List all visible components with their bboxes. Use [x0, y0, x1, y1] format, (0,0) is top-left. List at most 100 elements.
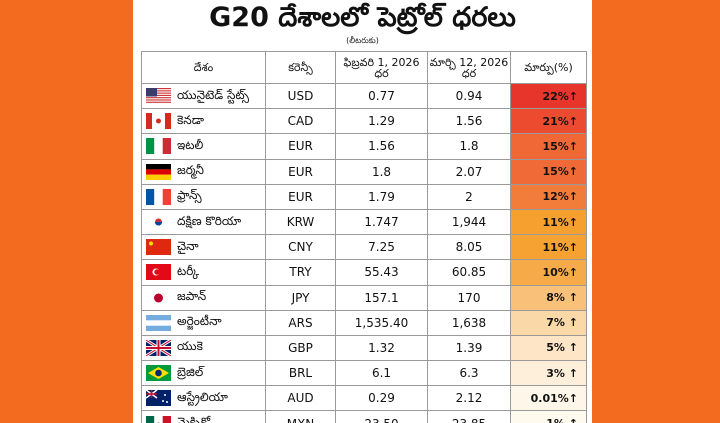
mar-price-cell: 1.39: [427, 334, 511, 362]
infographic-panel: G20 దేశాలలో పెట్రోల్ ధరలు (లీటరుకు) దేశం…: [133, 0, 592, 423]
country-name: అర్జెంటీనా: [177, 314, 222, 329]
mar-price-cell: 2: [427, 183, 511, 210]
table-row: టర్కీ TRY 55.43 60.85 10%↑: [141, 259, 587, 286]
change-cell: 3% ↑: [510, 360, 587, 387]
mar-price-cell: 1.8: [427, 133, 511, 160]
change-cell: 0.01%↑: [510, 385, 587, 412]
change-cell: 15%↑: [510, 158, 587, 185]
country-cell: దక్షిణ కొరియా: [141, 208, 266, 236]
header-feb-price: ఫిబ్రవరి 1, 2026 ధర: [335, 51, 428, 84]
table-row: జర్మనీ EUR 1.8 2.07 15%↑: [141, 158, 587, 185]
mar-price-cell: 170: [427, 284, 511, 311]
feb-price-cell: 55.43: [335, 259, 428, 286]
table-row: ఫ్రాన్స్ EUR 1.79 2 12%↑: [141, 183, 587, 210]
change-cell: 15%↑: [510, 133, 587, 160]
table-row: జపాన్ JPY 157.1 170 8% ↑: [141, 284, 587, 311]
feb-price-cell: 7.25: [335, 234, 428, 261]
petrol-price-table: దేశం కరెన్సీ ఫిబ్రవరి 1, 2026 ధర మార్చి …: [141, 51, 587, 423]
br-flag-icon: [146, 365, 171, 382]
header-mar-price: మార్చి 12, 2026 ధర: [427, 51, 511, 84]
country-name: యుకె: [177, 339, 203, 354]
country-cell: టర్కీ: [141, 259, 266, 286]
mar-price-cell: 23.85: [427, 410, 511, 423]
country-name: ఫ్రాన్స్: [177, 188, 202, 203]
tr-flag-icon: [146, 264, 171, 281]
feb-price-cell: 0.29: [335, 385, 428, 412]
mar-price-cell: 1,944: [427, 208, 511, 236]
country-cell: ఇటలీ: [141, 133, 266, 160]
table-row: మెక్సికో MXN 23.50 23.85 1% ↑: [141, 410, 587, 423]
page-title: G20 దేశాలలో పెట్రోల్ ధరలు: [209, 2, 516, 33]
mar-price-cell: 1.56: [427, 108, 511, 135]
feb-price-cell: 1.79: [335, 183, 428, 210]
country-name: టర్కీ: [177, 263, 200, 278]
table-row: అర్జెంటీనా ARS 1,535.40 1,638 7% ↑: [141, 309, 587, 336]
country-name: ఇటలీ: [177, 137, 204, 152]
feb-price-cell: 6.1: [335, 360, 428, 387]
header-currency: కరెన్సీ: [265, 51, 336, 84]
change-cell: 1% ↑: [510, 410, 587, 423]
table-row: ఇటలీ EUR 1.56 1.8 15%↑: [141, 133, 587, 160]
currency-cell: JPY: [265, 284, 336, 311]
mar-price-cell: 2.07: [427, 158, 511, 185]
country-cell: అర్జెంటీనా: [141, 309, 266, 336]
currency-cell: CNY: [265, 234, 336, 261]
table-header-row: దేశం కరెన్సీ ఫిబ్రవరి 1, 2026 ధర మార్చి …: [141, 51, 587, 84]
country-cell: జర్మనీ: [141, 158, 266, 185]
mar-price-cell: 6.3: [427, 360, 511, 387]
currency-cell: CAD: [265, 108, 336, 135]
change-cell: 11%↑: [510, 208, 587, 236]
feb-price-cell: 1,535.40: [335, 309, 428, 336]
table-row: దక్షిణ కొరియా KRW 1.747 1,944 11%↑: [141, 208, 587, 236]
feb-price-cell: 1.56: [335, 133, 428, 160]
country-name: దక్షిణ కొరియా: [177, 213, 242, 228]
fr-flag-icon: [146, 188, 171, 205]
jp-flag-icon: [146, 289, 171, 306]
de-flag-icon: [146, 163, 171, 180]
feb-price-cell: 157.1: [335, 284, 428, 311]
header-country: దేశం: [141, 51, 266, 84]
mar-price-cell: 1,638: [427, 309, 511, 336]
currency-cell: MXN: [265, 410, 336, 423]
change-cell: 21%↑: [510, 108, 587, 135]
feb-price-cell: 1.747: [335, 208, 428, 236]
us-flag-icon: [146, 88, 171, 105]
table-row: కెనడా CAD 1.29 1.56 21%↑: [141, 108, 587, 135]
country-name: ఆస్ట్రేలియా: [177, 389, 228, 404]
change-cell: 22%↑: [510, 82, 587, 110]
change-cell: 5% ↑: [510, 334, 587, 362]
mar-price-cell: 0.94: [427, 82, 511, 110]
country-name: యునైటెడ్ స్టేట్స్: [177, 87, 249, 102]
country-cell: జపాన్: [141, 284, 266, 311]
currency-cell: EUR: [265, 133, 336, 160]
ar-flag-icon: [146, 314, 171, 331]
country-name: కెనడా: [177, 112, 204, 127]
cn-flag-icon: [146, 239, 171, 256]
table-row: చైనా CNY 7.25 8.05 11%↑: [141, 234, 587, 261]
table-row: బ్రెజిల్ BRL 6.1 6.3 3% ↑: [141, 360, 587, 387]
country-cell: కెనడా: [141, 108, 266, 135]
feb-price-cell: 1.32: [335, 334, 428, 362]
country-cell: యునైటెడ్ స్టేట్స్: [141, 82, 266, 110]
mar-price-cell: 60.85: [427, 259, 511, 286]
currency-cell: EUR: [265, 158, 336, 185]
mx-flag-icon: [146, 415, 171, 423]
change-cell: 7% ↑: [510, 309, 587, 336]
country-cell: మెక్సికో: [141, 410, 266, 423]
country-name: బ్రెజిల్: [177, 364, 204, 379]
country-name: చైనా: [177, 238, 199, 253]
country-name: జపాన్: [177, 289, 207, 304]
ca-flag-icon: [146, 113, 171, 130]
feb-price-cell: 23.50: [335, 410, 428, 423]
table-row: యుకె GBP 1.32 1.39 5% ↑: [141, 334, 587, 362]
currency-cell: TRY: [265, 259, 336, 286]
feb-price-cell: 0.77: [335, 82, 428, 110]
country-cell: ఫ్రాన్స్: [141, 183, 266, 210]
feb-price-cell: 1.29: [335, 108, 428, 135]
currency-cell: GBP: [265, 334, 336, 362]
au-flag-icon: [146, 390, 171, 407]
change-cell: 8% ↑: [510, 284, 587, 311]
currency-cell: BRL: [265, 360, 336, 387]
country-cell: చైనా: [141, 234, 266, 261]
currency-cell: USD: [265, 82, 336, 110]
